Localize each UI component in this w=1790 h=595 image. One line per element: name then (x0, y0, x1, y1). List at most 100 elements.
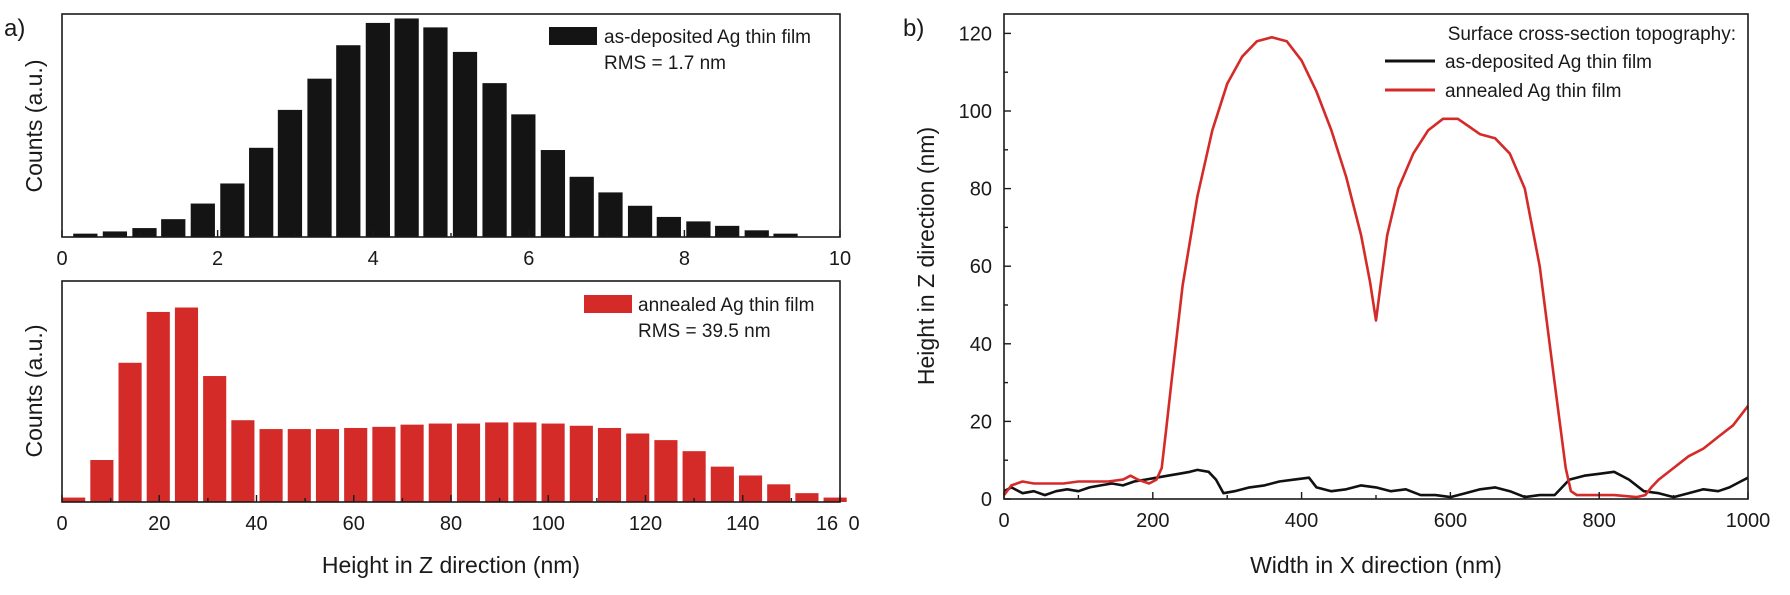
annealed-bar-14 (456, 423, 481, 502)
annealed-x-ticks: 0 20 40 60 80 100 120 140 16 0 (56, 495, 860, 535)
topography-ticks: 0 200 400 600 800 1000 0 20 40 60 80 100 120 (959, 23, 1771, 532)
b-y-tick-label-5: 100 (959, 101, 992, 123)
annealed-bar-17 (541, 423, 565, 502)
as-deposited-bar-13 (452, 51, 478, 237)
as-deposited-bar-10 (365, 22, 390, 238)
annealed-bar-15 (485, 422, 509, 502)
annealed-x-axis-title: Height in Z direction (nm) (322, 552, 580, 578)
panel-a-label: a) (4, 15, 25, 42)
annealed-x-tick-label-0: 0 (56, 513, 67, 535)
b-x-tick-label-3: 600 (1434, 510, 1467, 532)
annealed-bar-12 (400, 424, 424, 502)
as-deposited-x-ticks: 0 2 4 6 8 10 (56, 230, 851, 270)
as-deposited-rms-note: RMS = 1.7 nm (604, 53, 726, 74)
as-deposited-bar-2 (132, 228, 157, 237)
annealed-x-tick-label-8: 16 (816, 513, 838, 535)
as-deposited-bar-5 (220, 183, 245, 237)
as-deposited-bar-12 (423, 27, 448, 237)
series-line-as-deposited (1003, 468, 1749, 499)
series-line-annealed (1002, 35, 1750, 499)
annealed-legend-label: annealed Ag thin film (638, 295, 814, 316)
annealed-x-tick-label-6: 120 (629, 513, 662, 535)
as-deposited-bar-7 (277, 109, 303, 237)
annealed-bar-27 (823, 497, 847, 502)
topography-legend-title: Surface cross-section topography: (1448, 24, 1736, 45)
annealed-x-tick-label-3: 60 (343, 513, 365, 535)
annealed-bar-9 (315, 429, 340, 502)
as-deposited-bar-0 (73, 233, 98, 237)
annealed-bar-7 (259, 429, 283, 502)
b-y-tick-label-6: 120 (959, 23, 992, 45)
as-deposited-legend-label: as-deposited Ag thin film (604, 27, 811, 48)
annealed-bar-25 (767, 484, 791, 502)
annealed-bar-21 (654, 440, 678, 502)
annealed-bar-4 (174, 307, 199, 502)
as-deposited-bar-16 (540, 150, 566, 237)
as-deposited-bar-9 (336, 45, 361, 237)
as-deposited-bar-24 (773, 233, 798, 237)
annealed-bar-19 (597, 427, 622, 502)
as-deposited-bar-18 (598, 192, 623, 237)
annealed-x-tick-label-7: 140 (726, 513, 759, 535)
topography-line-chart: 0 200 400 600 800 1000 0 20 40 60 80 100 120 Height … (913, 13, 1771, 578)
as-deposited-bar-8 (307, 78, 332, 237)
topography-x-axis-title: Width in X direction (nm) (1250, 552, 1502, 578)
annealed-bar-0 (62, 497, 86, 502)
as-deposited-bar-17 (569, 176, 594, 237)
b-y-tick-label-3: 60 (970, 256, 992, 278)
annealed-bar-23 (710, 466, 734, 502)
annealed-legend-swatch (584, 295, 632, 313)
annealed-bars (62, 307, 847, 502)
annealed-bar-5 (203, 376, 227, 502)
topography-y-axis-title: Height in Z direction (nm) (913, 127, 939, 385)
annealed-x-tick-label-2: 40 (245, 513, 267, 535)
as-deposited-bar-22 (715, 225, 740, 237)
b-y-tick-label-0: 0 (981, 489, 992, 511)
annealed-bar-13 (428, 423, 452, 502)
annealed-bar-16 (513, 422, 537, 502)
annealed-bar-11 (372, 426, 396, 502)
legend-label-annealed: annealed Ag thin film (1445, 81, 1621, 102)
b-y-tick-label-1: 20 (970, 411, 992, 433)
annealed-bar-2 (118, 362, 142, 502)
as-deposited-bar-3 (161, 219, 186, 237)
as-deposited-x-tick-label-2: 4 (368, 248, 379, 270)
as-deposited-bar-19 (627, 205, 653, 237)
annealed-y-axis-title: Counts (a.u.) (21, 325, 47, 458)
b-x-tick-label-1: 200 (1136, 510, 1169, 532)
annealed-rms-note: RMS = 39.5 nm (638, 321, 771, 342)
as-deposited-x-tick-label-3: 6 (523, 248, 534, 270)
annealed-bar-3 (146, 311, 170, 502)
annealed-bar-6 (231, 420, 255, 502)
as-deposited-bar-4 (190, 203, 215, 237)
as-deposited-bar-14 (482, 83, 507, 237)
as-deposited-bar-23 (744, 230, 769, 237)
as-deposited-y-axis-title: Counts (a.u.) (21, 60, 47, 193)
annealed-bar-20 (626, 433, 650, 502)
topography-plot-frame (1003, 13, 1749, 500)
b-x-tick-label-4: 800 (1583, 510, 1616, 532)
as-deposited-legend-swatch (549, 27, 597, 45)
annealed-x-tick-label-5: 100 (532, 513, 565, 535)
histogram-as-deposited: 0 2 4 6 8 10 Counts (a.u.) as-deposited Ag th… (21, 13, 851, 270)
histogram-annealed: 0 20 40 60 80 100 120 140 16 0 Counts (a.u.) Heig… (21, 280, 860, 578)
as-deposited-x-tick-label-4: 8 (679, 248, 690, 270)
annealed-bar-18 (569, 425, 593, 502)
topography-series (1002, 35, 1750, 499)
b-x-tick-label-0: 0 (998, 510, 1009, 532)
as-deposited-bars (73, 18, 798, 238)
annealed-bar-26 (795, 493, 819, 502)
as-deposited-bar-11 (394, 18, 419, 238)
annealed-x-tick-label-1: 20 (148, 513, 170, 535)
annealed-x-tick-label-9: 0 (848, 513, 859, 535)
as-deposited-bar-21 (686, 221, 711, 237)
annealed-x-tick-label-4: 80 (440, 513, 462, 535)
panel-b-label: b) (903, 15, 924, 42)
as-deposited-x-tick-label-1: 2 (212, 248, 223, 270)
b-y-tick-label-4: 80 (970, 179, 992, 201)
as-deposited-bar-1 (102, 231, 128, 237)
as-deposited-bar-6 (249, 147, 274, 237)
b-x-tick-label-5: 1000 (1726, 510, 1771, 532)
